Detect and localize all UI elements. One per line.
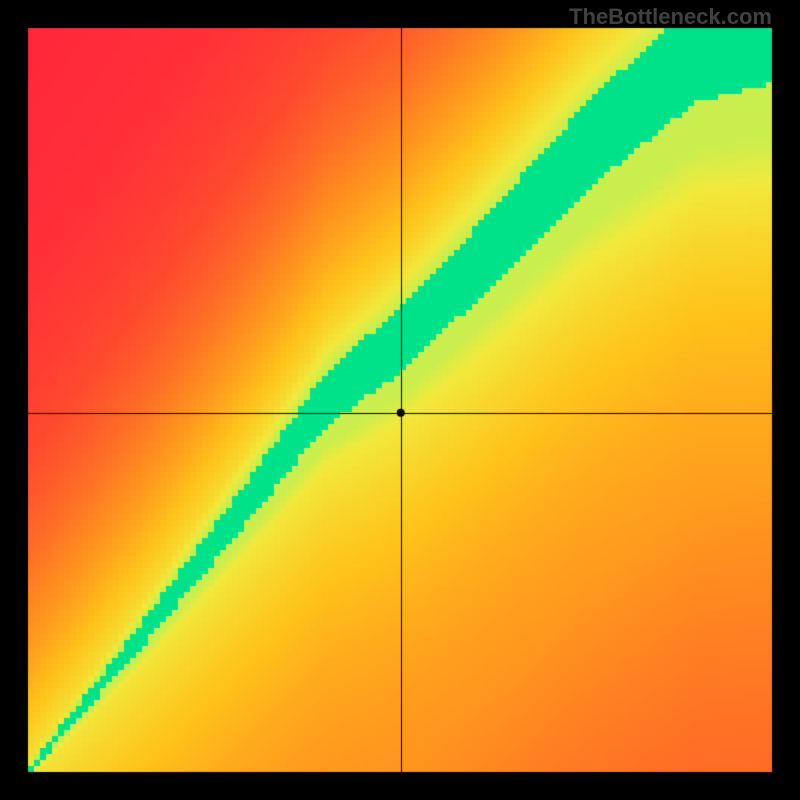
chart-container: { "watermark": { "text": "TheBottleneck.…	[0, 0, 800, 800]
watermark-text: TheBottleneck.com	[569, 4, 772, 30]
bottleneck-heatmap	[0, 0, 800, 800]
